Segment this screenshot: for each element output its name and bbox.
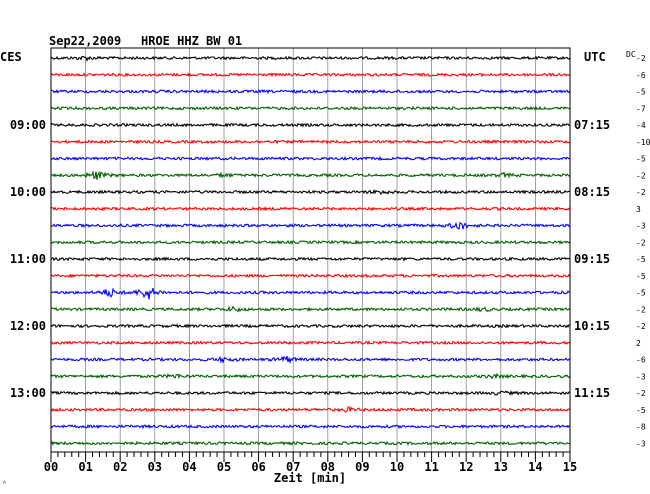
seismic-trace: [50, 440, 571, 446]
seismic-trace: [50, 72, 571, 78]
right-hour-label: 11:15: [574, 386, 610, 400]
right-timezone-label: UTC: [584, 50, 606, 64]
left-hour-label: 12:00: [10, 319, 46, 333]
x-tick-label: 01: [78, 460, 92, 474]
dc-label: DC: [626, 50, 636, 59]
dc-offset-label: -4: [636, 121, 646, 130]
x-tick-label: 08: [321, 460, 335, 474]
right-hour-label: 08:15: [574, 185, 610, 199]
x-tick-label: 13: [494, 460, 508, 474]
dc-offset-label: -2: [636, 322, 646, 331]
dc-offset-label: -2: [636, 389, 646, 398]
seismic-trace: [50, 105, 571, 111]
x-tick-label: 15: [563, 460, 577, 474]
dc-offset-label: -5: [636, 88, 646, 97]
seismic-trace: [50, 305, 571, 313]
dc-offset-label: -6: [636, 71, 646, 80]
x-tick-label: 00: [44, 460, 58, 474]
station-label: HROE HHZ BW 01: [141, 34, 242, 48]
seismic-trace: [50, 188, 571, 196]
seismic-trace: [50, 273, 571, 279]
x-tick-label: 11: [424, 460, 438, 474]
seismic-trace: [50, 88, 571, 95]
seismic-trace: [50, 372, 571, 380]
seismic-trace: [50, 424, 571, 430]
seismic-trace: [50, 122, 570, 128]
dc-offset-label: -10: [636, 138, 650, 147]
seismic-trace: [50, 155, 571, 161]
dc-offset-label: -2: [636, 171, 646, 180]
plot-frame: [50, 47, 571, 453]
dc-offset-label: -5: [636, 289, 646, 298]
seismic-trace: [50, 406, 571, 413]
x-tick-label: 07: [286, 460, 300, 474]
x-tick-label: 05: [217, 460, 231, 474]
left-time-labels: 09:00 10:00 11:00 12:00 13:00: [10, 118, 46, 400]
seismic-trace: [50, 55, 571, 62]
seismic-trace: [50, 239, 571, 245]
x-tick-label: 06: [251, 460, 265, 474]
seismic-trace: [50, 221, 571, 231]
dc-offset-label: -3: [636, 439, 646, 448]
right-hour-label: 07:15: [574, 118, 610, 132]
seismic-trace: [50, 170, 571, 180]
x-axis-ticks: [50, 452, 571, 462]
seismic-trace: [50, 139, 571, 145]
left-hour-label: 09:00: [10, 118, 46, 132]
dc-offset-label: -2: [636, 238, 646, 247]
right-time-labels: 07:15 08:15 09:15 10:15 11:15: [574, 118, 610, 400]
x-axis-label: Zeit [min]: [274, 471, 346, 485]
dc-offset-label: -6: [636, 356, 646, 365]
left-hour-label: 11:00: [10, 252, 46, 266]
left-timezone-label: CES: [0, 50, 22, 64]
seismic-trace: [50, 355, 571, 365]
seismic-trace: [50, 323, 571, 329]
x-tick-label: 02: [113, 460, 127, 474]
corner-mark-glyph: ᴬ: [2, 479, 7, 488]
dc-offset-label: -3: [636, 222, 646, 231]
dc-offset-label: -7: [636, 104, 646, 113]
seismic-trace: [50, 340, 571, 346]
seismic-trace: [50, 206, 571, 212]
dc-offset-label: -5: [636, 272, 646, 281]
seismic-trace: [50, 389, 571, 396]
dc-offset-label: 3: [636, 205, 641, 214]
x-tick-label: 14: [528, 460, 542, 474]
date-label: Sep22,2009: [49, 34, 121, 48]
x-tick-label: 03: [148, 460, 162, 474]
x-tick-label: 10: [390, 460, 404, 474]
right-hour-label: 10:15: [574, 319, 610, 333]
dc-offset-label: -5: [636, 155, 646, 164]
x-tick-label: 04: [182, 460, 196, 474]
dc-offset-label: -5: [636, 406, 646, 415]
dc-offset-label: -2: [636, 54, 646, 63]
x-tick-label: 09: [355, 460, 369, 474]
dc-offset-label: -3: [636, 372, 646, 381]
minute-grid: [85, 48, 536, 452]
dc-offset-labels: -2 -6 -5 -7 -4 -10 -5 -2 -2 3 -3 -2 -5 -5 -5 -2 -2 2 -6 -3 -…: [636, 54, 650, 448]
left-hour-label: 10:00: [10, 185, 46, 199]
right-hour-label: 09:15: [574, 252, 610, 266]
dc-offset-label: -8: [636, 423, 646, 432]
dc-offset-label: -2: [636, 305, 646, 314]
dc-offset-label: -2: [636, 188, 646, 197]
left-hour-label: 13:00: [10, 386, 46, 400]
dc-offset-label: 2: [636, 339, 641, 348]
dc-offset-label: -5: [636, 255, 646, 264]
seismic-trace: [50, 256, 571, 262]
x-tick-labels: 00 01 02 03 04 05 06 07 08 09 10 11 12 13 14 15: [44, 460, 577, 474]
seismic-traces: [50, 55, 571, 446]
x-tick-label: 12: [459, 460, 473, 474]
seismic-trace: [50, 287, 571, 300]
